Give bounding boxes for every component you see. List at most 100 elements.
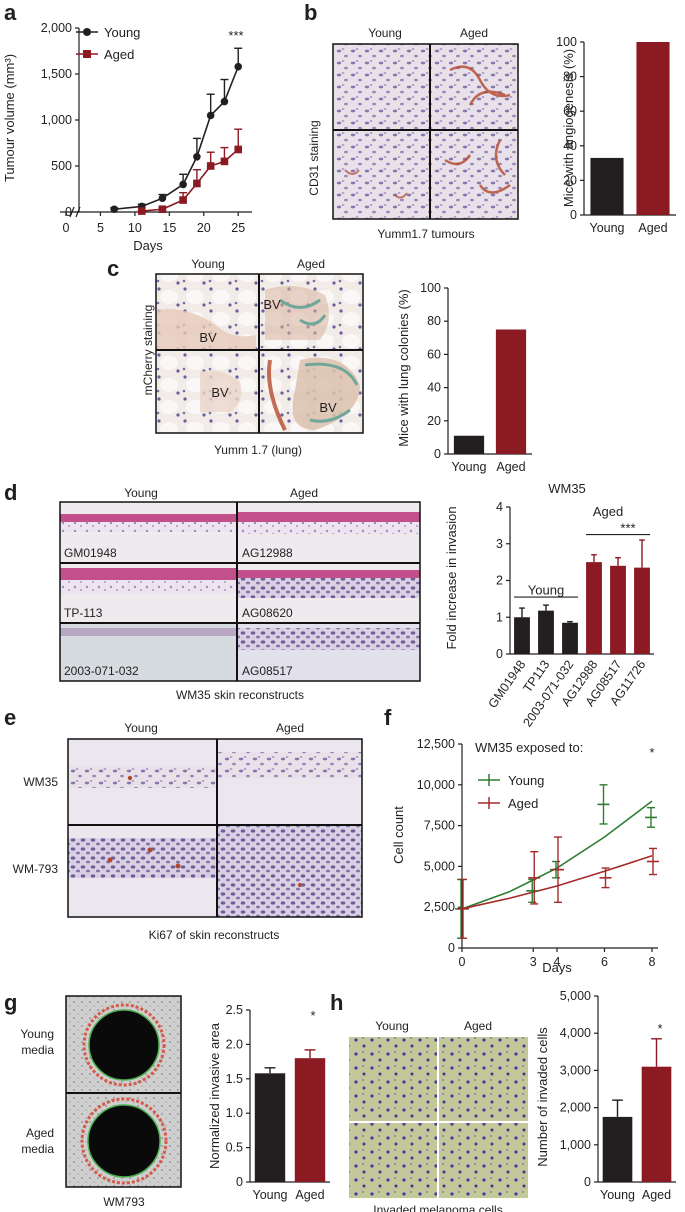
inset-label: BV: [211, 385, 229, 400]
bar-gm01948: [514, 617, 530, 654]
y-tick-label: 100: [556, 35, 577, 49]
micrograph-tile: [60, 502, 237, 563]
panel-g-row-label-young-1: Young: [20, 1027, 54, 1041]
y-tick-label: 10,000: [417, 778, 455, 792]
data-point-aged: [193, 179, 201, 188]
inset-label: BV: [319, 400, 337, 415]
x-tick-label: Aged: [642, 1188, 671, 1202]
panel-d-col-label-young: Young: [124, 486, 158, 500]
y-tick-label: 2,500: [424, 900, 455, 914]
legend-label-aged: Aged: [104, 47, 134, 62]
legend-label-aged: Aged: [508, 796, 538, 811]
panel-label-e: e: [4, 705, 16, 730]
panel-d-col-label-aged: Aged: [290, 486, 318, 500]
series-line-young: [114, 66, 239, 211]
vessel-region: [156, 309, 256, 350]
panel-c-col-label-aged: Aged: [297, 257, 325, 271]
x-tick-label: Aged: [638, 221, 667, 235]
x-tick-label: Young: [600, 1188, 635, 1202]
y-tick-label: 2,000: [41, 21, 72, 35]
x-tick-label: Young: [452, 460, 487, 474]
x-tick-label: 25: [231, 221, 245, 235]
legend-label-young: Young: [104, 25, 140, 40]
bar-young: [602, 1116, 633, 1182]
micrograph-tile: [217, 825, 362, 917]
panel-h-caption: Invaded melanoma cells: [373, 1203, 502, 1212]
vessel-region: [200, 370, 242, 412]
mcherry-stain: [279, 298, 327, 326]
micrograph-frame: [65, 995, 182, 1188]
fit-curve-aged: [461, 855, 653, 910]
group-label-young: Young: [528, 582, 564, 597]
y-tick-label: 0: [584, 1175, 591, 1189]
he-dermis: [237, 578, 420, 598]
inset-label: 2003-071-032: [64, 664, 139, 678]
panel-b-col-label-aged: Aged: [460, 26, 488, 40]
y-tick-label: 80: [427, 314, 441, 328]
panel-e-col-label-aged: Aged: [276, 721, 304, 735]
stained-layer: [68, 766, 217, 788]
panel-b-caption: Yumm1.7 tumours: [377, 227, 474, 241]
x-tick-label: 6: [601, 955, 608, 969]
data-point-aged: [137, 207, 146, 215]
panel-h-micrograph: [349, 1037, 528, 1198]
panel-b-side-label: CD31 staining: [307, 120, 321, 195]
group-label-aged: Aged: [593, 504, 623, 519]
vessel-region: [265, 286, 329, 340]
panel-g-row-label-aged-2: media: [21, 1142, 54, 1156]
panel-label-g: g: [4, 990, 17, 1015]
y-tick-label: 1,000: [560, 1138, 591, 1152]
significance-marker: ***: [620, 521, 635, 536]
panel-label-c: c: [107, 256, 119, 281]
y-tick-label: 2.0: [226, 1037, 243, 1051]
panel-g-bar-chart: 0 0.5 1.0 1.5 2.0 2.5 Young Aged *: [226, 1003, 330, 1202]
bar-ag12988: [586, 562, 602, 654]
y-tick-label: 40: [563, 139, 577, 153]
panel-d-bar-chart: 01234GM01948TP1132003-071-032AG12988AG08…: [485, 500, 654, 729]
micrograph-tile: [333, 130, 430, 219]
micrograph-tile: [439, 1037, 528, 1121]
x-tick-label: Aged: [496, 460, 525, 474]
panel-b-bar-chart: 0 20 40 60 80 100 Young Aged: [556, 35, 676, 235]
he-dermis: [60, 580, 237, 594]
vessel-stain: [449, 65, 511, 106]
panel-b-micrograph: [332, 43, 519, 220]
bar-ag08517: [610, 565, 626, 654]
panel-a-plot-area: 0 500 1,000 1,500 2,000 0 5 10 15 20 25: [41, 21, 252, 235]
bar-tp113: [538, 610, 554, 654]
vessel-region: [292, 357, 360, 430]
ki67-positive-nucleus: [127, 775, 133, 781]
y-tick-label: 2: [496, 574, 503, 588]
he-epidermis: [237, 570, 420, 578]
mcherry-stain: [304, 362, 359, 423]
panel-e-micrograph: [67, 738, 363, 918]
stained-layer: [68, 838, 217, 878]
panel-f-significance: *: [649, 745, 654, 760]
panel-g-micrograph: [65, 995, 182, 1188]
panel-d-micrograph: GM01948 AG12988 TP-113 AG08620 2003-071-…: [59, 501, 421, 682]
x-tick-label: 3: [530, 955, 537, 969]
data-point-aged: [179, 196, 187, 204]
panel-c-bar-chart: 0 20 40 60 80 100 Young Aged: [420, 281, 532, 474]
inset-label: BV: [263, 297, 281, 312]
data-point-aged: [234, 145, 243, 154]
bar-aged: [495, 329, 527, 454]
data-point-young: [193, 153, 201, 161]
invasion-front: [80, 1097, 168, 1185]
bar-ag11726: [634, 567, 650, 654]
panel-a-line-chart: 0 500 1,000 1,500 2,000 0 5 10 15 20 25 Days Tumou…: [2, 21, 252, 253]
panel-d-caption: WM35 skin reconstructs: [176, 688, 304, 702]
panel-b-y-axis-label: Mice with angiogenesis (%): [561, 49, 576, 207]
panel-g-row-label-aged-1: Aged: [26, 1126, 54, 1140]
panel-h-col-label-aged: Aged: [464, 1019, 492, 1033]
y-tick-label: 2,000: [560, 1101, 591, 1115]
y-tick-label: 0: [448, 941, 455, 955]
significance-marker: *: [310, 1008, 315, 1023]
x-tick-label: 10: [128, 221, 142, 235]
data-point-young: [234, 62, 243, 71]
panel-g: Young media Aged media WM793 0 0.5 1.0 1.5 2…: [20, 995, 330, 1209]
mcherry-stain: [267, 359, 287, 431]
panel-h: Young Aged Invaded melanoma cells 0 1,000…: [349, 989, 676, 1212]
micrograph-tile: [430, 44, 518, 130]
panel-f-line-chart: 0 2,500 5,000 7,500 10,000 12,500 0 3 4 6 8 WM35 e…: [391, 737, 659, 975]
